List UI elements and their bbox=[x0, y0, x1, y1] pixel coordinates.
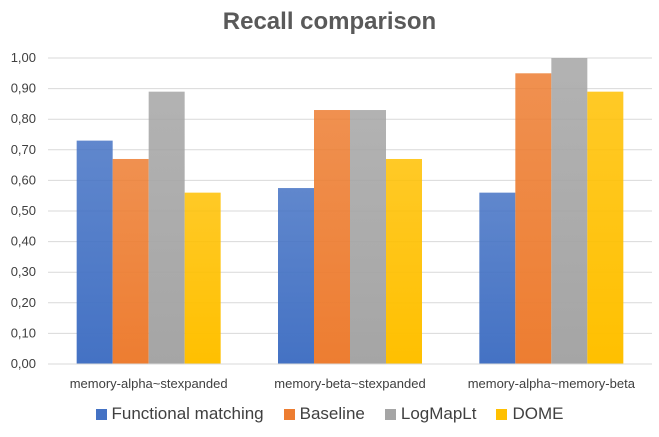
legend-swatch bbox=[496, 408, 508, 420]
legend-label: Baseline bbox=[299, 404, 365, 423]
y-tick-label: 0,50 bbox=[11, 203, 36, 218]
y-tick-label: 0,60 bbox=[11, 172, 36, 187]
bars bbox=[48, 58, 652, 365]
bar-functional-matching bbox=[479, 192, 516, 364]
legend-item: Baseline bbox=[283, 404, 365, 424]
bar-chart: 0,00 0,10 0,20 0,30 0,40 0,50 0,60 0,70 0,80 0,90… bbox=[11, 50, 652, 391]
legend-label: Functional matching bbox=[111, 404, 264, 423]
bar-logmaplt bbox=[551, 58, 588, 364]
legend-swatch bbox=[384, 408, 396, 420]
y-tick-label: 0,70 bbox=[11, 142, 36, 157]
bar-dome bbox=[184, 192, 221, 364]
bar-dome bbox=[386, 158, 422, 364]
y-tick-label: 0,10 bbox=[11, 325, 36, 340]
bar-functional-matching bbox=[76, 140, 113, 364]
legend-swatch bbox=[95, 408, 107, 420]
legend-swatch bbox=[283, 408, 295, 420]
legend-item: LogMapLt bbox=[384, 404, 477, 424]
bar-baseline bbox=[112, 158, 149, 364]
bar-logmaplt bbox=[148, 91, 185, 364]
y-axis-ticks: 0,00 0,10 0,20 0,30 0,40 0,50 0,60 0,70 0,80 0,90… bbox=[11, 50, 36, 371]
legend-item: DOME bbox=[496, 404, 563, 424]
y-tick-label: 0,20 bbox=[11, 295, 36, 310]
bar-baseline bbox=[314, 110, 350, 365]
y-tick-label: 0,30 bbox=[11, 264, 36, 279]
y-tick-label: 0,90 bbox=[11, 81, 36, 96]
bar-functional-matching bbox=[278, 188, 314, 364]
x-category-label: memory-alpha~stexpanded bbox=[70, 376, 228, 391]
bar-logmaplt bbox=[350, 110, 386, 365]
legend: Functional matching Baseline LogMapLt DOME bbox=[0, 402, 659, 426]
x-category-label: memory-beta~stexpanded bbox=[274, 376, 425, 391]
y-tick-label: 0,40 bbox=[11, 234, 36, 249]
legend-label: LogMapLt bbox=[400, 404, 477, 423]
bar-dome bbox=[587, 91, 624, 364]
chart-title: Recall comparison bbox=[222, 8, 437, 35]
legend-label: DOME bbox=[512, 404, 564, 423]
x-axis-categories: memory-alpha~stexpanded memory-beta~stexp… bbox=[70, 376, 636, 391]
legend-item: Functional matching bbox=[95, 404, 264, 424]
y-tick-label: 0,80 bbox=[11, 111, 36, 126]
x-category-label: memory-alpha~memory-beta bbox=[468, 376, 636, 391]
y-tick-label: 1,00 bbox=[11, 50, 36, 65]
bar-baseline bbox=[515, 73, 552, 365]
y-tick-label: 0,00 bbox=[11, 356, 36, 371]
